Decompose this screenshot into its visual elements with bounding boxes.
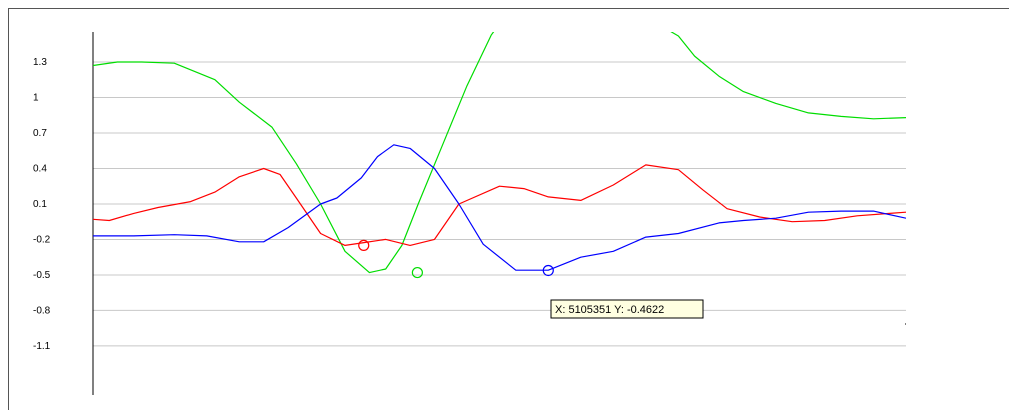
- y-tick-label: -0.8: [33, 305, 51, 316]
- y-tick-label: 1: [33, 92, 39, 103]
- point-marker-red[interactable]: [358, 239, 370, 251]
- y-tick-label: 0.1: [33, 199, 47, 210]
- y-tick-label: 0.7: [33, 128, 47, 139]
- y-axis-ticks: 1.3 1 0.7 0.4 0.1 -0.2 -0.5 -0.8 -1.1: [33, 57, 51, 352]
- grid-lines: [93, 61, 906, 347]
- series-line-2[interactable]: [93, 164, 906, 246]
- data-point-markers[interactable]: [358, 239, 554, 279]
- series-lines: [93, 0, 906, 274]
- series-line-1-segment-2[interactable]: [662, 27, 906, 120]
- series-line-1[interactable]: [93, 0, 532, 274]
- tooltip-box: [550, 299, 704, 319]
- y-tick-label: -0.5: [33, 270, 51, 281]
- point-marker-green[interactable]: [411, 266, 423, 279]
- tooltip-text: X: 5105351 Y: -0.4622: [555, 304, 664, 316]
- y-tick-label: 0.4: [33, 163, 47, 174]
- series-line-3[interactable]: [93, 144, 906, 271]
- chart-frame: [8, 8, 1009, 410]
- y-tick-label: -1.1: [33, 341, 51, 352]
- value-tooltip: X: 5105351 Y: -0.4622: [550, 299, 704, 319]
- point-marker-blue[interactable]: [542, 264, 554, 277]
- y-tick-label: -0.2: [33, 234, 51, 245]
- y-tick-label: 1.3: [33, 57, 47, 68]
